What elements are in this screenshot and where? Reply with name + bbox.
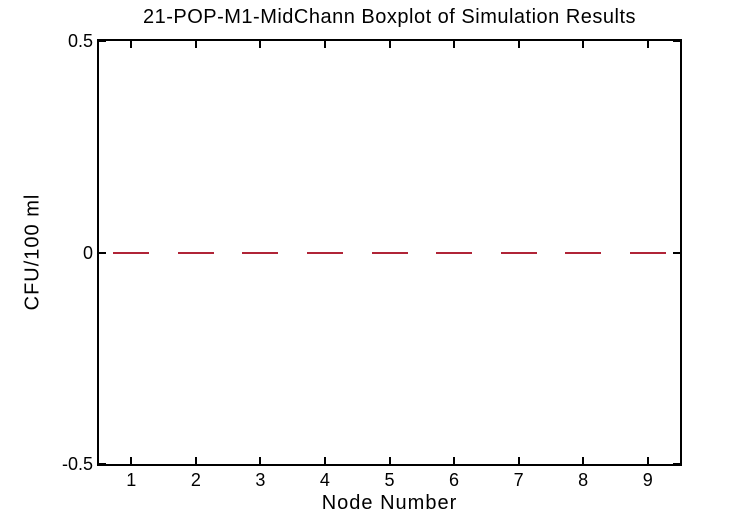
x-tick-bottom xyxy=(323,457,326,464)
x-tick-top xyxy=(130,41,133,48)
median-line xyxy=(306,251,343,254)
x-tick-top xyxy=(646,41,649,48)
x-axis-label: Node Number xyxy=(321,492,458,514)
x-tick-top xyxy=(194,41,197,48)
x-tick-top xyxy=(388,41,391,48)
y-tick-right xyxy=(673,463,680,465)
x-tick-bottom xyxy=(582,457,585,464)
y-tick-left xyxy=(99,251,106,254)
median-line xyxy=(113,251,150,254)
x-tick-bottom xyxy=(130,457,133,464)
x-tick-bottom xyxy=(453,457,456,464)
y-tick-left xyxy=(99,40,106,42)
median-line xyxy=(565,251,602,254)
y-tick-label: -0.5 xyxy=(61,454,93,474)
median-line xyxy=(436,251,473,254)
x-tick-label: 2 xyxy=(190,470,201,490)
median-line xyxy=(500,251,537,254)
x-tick-label: 9 xyxy=(642,470,653,490)
y-tick-right xyxy=(673,251,680,254)
median-line xyxy=(242,251,279,254)
x-tick-top xyxy=(453,41,456,48)
x-tick-top xyxy=(517,41,520,48)
x-tick-label: 1 xyxy=(126,470,137,490)
x-tick-label: 6 xyxy=(449,470,460,490)
y-tick-label: 0 xyxy=(82,242,93,263)
x-tick-bottom xyxy=(388,457,391,464)
y-tick-right xyxy=(673,40,680,42)
x-tick-bottom xyxy=(646,457,649,464)
x-tick-bottom xyxy=(194,457,197,464)
median-line xyxy=(629,251,666,254)
x-tick-label: 8 xyxy=(578,470,589,490)
median-line xyxy=(371,251,408,254)
x-tick-bottom xyxy=(259,457,262,464)
chart-title: 21-POP-M1-MidChann Boxplot of Simulation… xyxy=(142,6,637,28)
x-tick-top xyxy=(582,41,585,48)
x-tick-label: 3 xyxy=(255,470,266,490)
x-tick-label: 7 xyxy=(513,470,524,490)
median-line xyxy=(177,251,214,254)
x-tick-top xyxy=(323,41,326,48)
x-tick-top xyxy=(259,41,262,48)
x-tick-label: 5 xyxy=(384,470,395,490)
y-tick-label: 0.5 xyxy=(67,31,93,51)
x-tick-bottom xyxy=(517,457,520,464)
x-tick-label: 4 xyxy=(319,470,330,490)
y-tick-left xyxy=(99,463,106,465)
